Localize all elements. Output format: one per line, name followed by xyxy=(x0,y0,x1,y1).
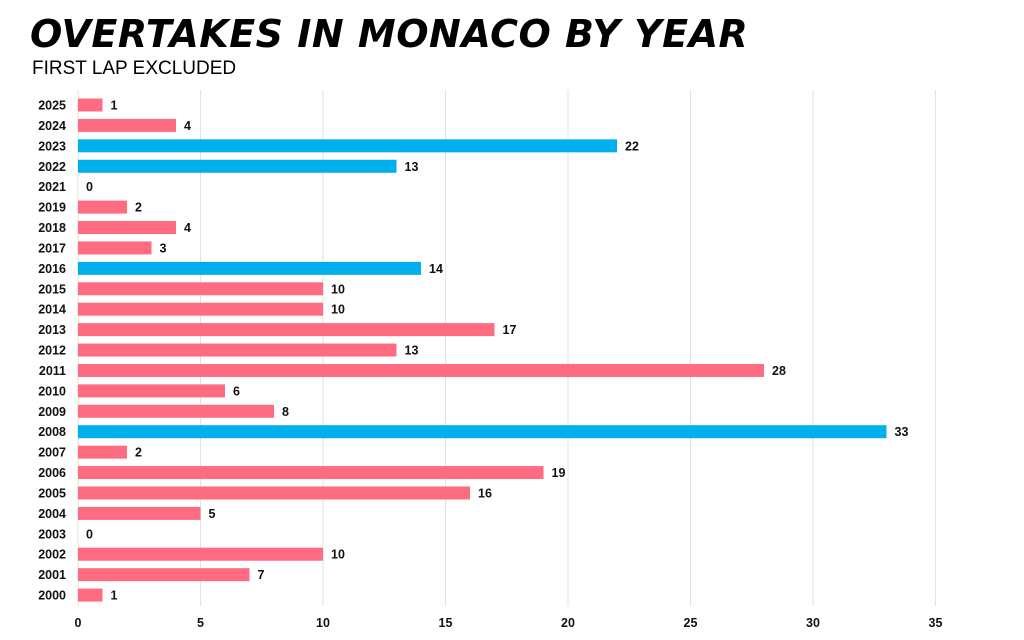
data-label-2019: 2 xyxy=(135,201,142,215)
x-tick-label-25: 25 xyxy=(684,616,698,630)
y-tick-label-2000: 2000 xyxy=(38,589,66,603)
y-tick-label-2015: 2015 xyxy=(38,282,66,296)
bar-2024 xyxy=(78,118,176,132)
data-label-2017: 3 xyxy=(160,241,167,255)
x-tick-label-5: 5 xyxy=(197,616,204,630)
data-label-2006: 19 xyxy=(552,466,566,480)
bar-2018 xyxy=(78,221,176,235)
y-tick-label-2019: 2019 xyxy=(38,201,66,215)
bar-2010 xyxy=(78,384,225,398)
data-label-2014: 10 xyxy=(331,303,345,317)
x-tick-label-20: 20 xyxy=(561,616,575,630)
y-tick-label-2013: 2013 xyxy=(38,323,66,337)
data-label-2021: 0 xyxy=(86,180,93,194)
data-label-2008: 33 xyxy=(895,425,909,439)
bar-2009 xyxy=(78,404,274,418)
data-label-2012: 13 xyxy=(405,344,419,358)
y-tick-label-2021: 2021 xyxy=(38,180,66,194)
data-label-2010: 6 xyxy=(233,384,240,398)
bar-2015 xyxy=(78,282,323,296)
data-label-2018: 4 xyxy=(184,221,191,235)
bar-2014 xyxy=(78,302,323,316)
data-label-2016: 14 xyxy=(429,262,443,276)
y-tick-label-2007: 2007 xyxy=(38,446,66,460)
y-tick-label-2011: 2011 xyxy=(39,364,66,378)
y-tick-label-2025: 2025 xyxy=(38,99,66,113)
chart-subtitle: FIRST LAP EXCLUDED xyxy=(32,58,237,79)
bar-2001 xyxy=(78,568,250,582)
y-tick-label-2012: 2012 xyxy=(38,344,66,358)
data-label-2005: 16 xyxy=(478,486,492,500)
y-tick-label-2010: 2010 xyxy=(38,384,66,398)
bar-2008 xyxy=(78,425,887,439)
bar-2004 xyxy=(78,506,201,520)
bar-2013 xyxy=(78,323,495,337)
y-tick-label-2004: 2004 xyxy=(38,507,66,521)
y-tick-label-2022: 2022 xyxy=(38,160,66,174)
x-tick-label-15: 15 xyxy=(439,616,453,630)
bar-2025 xyxy=(78,98,103,112)
bar-2019 xyxy=(78,200,127,214)
data-label-2009: 8 xyxy=(282,405,289,419)
y-tick-label-2005: 2005 xyxy=(38,486,66,500)
data-label-2022: 13 xyxy=(405,160,419,174)
x-tick-label-0: 0 xyxy=(75,616,82,630)
y-tick-label-2001: 2001 xyxy=(38,568,66,582)
data-label-2024: 4 xyxy=(184,119,191,133)
y-tick-label-2003: 2003 xyxy=(38,527,66,541)
bar-2007 xyxy=(78,445,127,459)
bar-2011 xyxy=(78,363,764,377)
data-label-2025: 1 xyxy=(111,99,118,113)
data-label-2001: 7 xyxy=(258,568,265,582)
x-tick-label-10: 10 xyxy=(316,616,330,630)
data-label-2000: 1 xyxy=(111,589,118,603)
bar-2000 xyxy=(78,588,103,602)
y-tick-label-2006: 2006 xyxy=(38,466,66,480)
bar-2023 xyxy=(78,139,617,153)
data-label-2007: 2 xyxy=(135,446,142,460)
y-tick-label-2016: 2016 xyxy=(38,262,66,276)
y-tick-label-2017: 2017 xyxy=(38,241,66,255)
bar-2006 xyxy=(78,466,544,480)
y-tick-label-2018: 2018 xyxy=(38,221,66,235)
y-tick-label-2009: 2009 xyxy=(38,405,66,419)
data-label-2003: 0 xyxy=(86,527,93,541)
bar-2016 xyxy=(78,261,421,275)
chart-title: OVERTAKES IN MONACO BY YEAR xyxy=(30,12,749,56)
y-tick-label-2014: 2014 xyxy=(38,303,66,317)
y-tick-label-2024: 2024 xyxy=(38,119,66,133)
data-label-2011: 28 xyxy=(772,364,786,378)
bar-2017 xyxy=(78,241,152,255)
bar-2005 xyxy=(78,486,470,500)
x-tick-label-35: 35 xyxy=(929,616,943,630)
data-label-2015: 10 xyxy=(331,282,345,296)
bar-2002 xyxy=(78,547,323,561)
bar-2012 xyxy=(78,343,397,357)
x-tick-label-30: 30 xyxy=(806,616,820,630)
data-label-2004: 5 xyxy=(209,507,216,521)
y-tick-label-2008: 2008 xyxy=(38,425,66,439)
y-tick-label-2002: 2002 xyxy=(38,548,66,562)
bar-2022 xyxy=(78,159,397,173)
data-label-2013: 17 xyxy=(503,323,517,337)
data-label-2023: 22 xyxy=(625,139,639,153)
data-label-2002: 10 xyxy=(331,548,345,562)
y-tick-label-2023: 2023 xyxy=(38,139,66,153)
